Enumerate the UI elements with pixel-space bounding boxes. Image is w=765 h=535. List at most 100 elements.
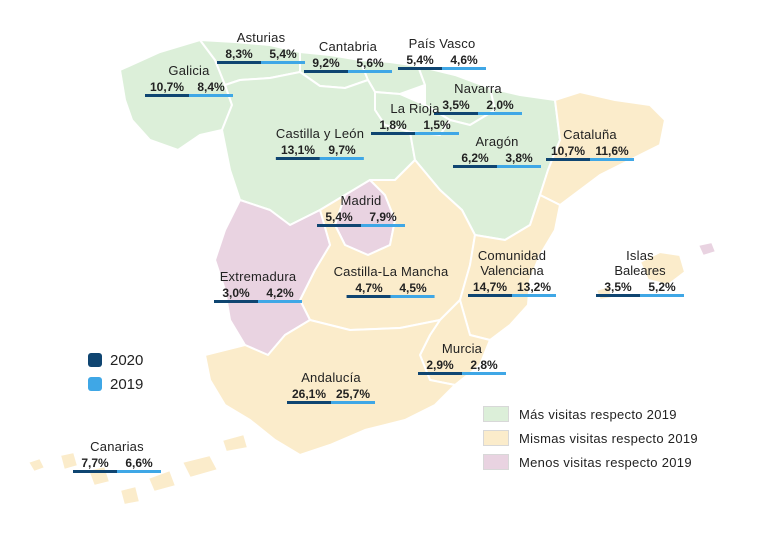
legend-same-swatch (483, 430, 509, 446)
value-2019: 5,2% (640, 280, 684, 297)
region-label-castilla-la-mancha: Castilla-La Mancha 4,7% 4,5% (334, 264, 449, 298)
legend-2019-swatch (88, 377, 102, 391)
region-values: 10,7% 8,4% (145, 80, 233, 97)
region-name: Extremadura (219, 269, 297, 284)
region-values: 1,8% 1,5% (371, 118, 459, 135)
value-2020: 10,7% (546, 144, 590, 161)
value-2019: 2,8% (462, 358, 506, 375)
value-2020: 3,0% (214, 286, 258, 303)
value-2020: 3,5% (434, 98, 478, 115)
value-2020: 9,2% (304, 56, 348, 73)
region-name: Asturias (236, 30, 286, 45)
value-2019: 7,9% (361, 210, 405, 227)
region-values: 2,9% 2,8% (418, 358, 506, 375)
region-name: Navarra (454, 81, 502, 96)
value-2019: 1,5% (415, 118, 459, 135)
region-shape-canarias (27, 433, 249, 506)
value-2020: 8,3% (217, 47, 261, 64)
region-values: 13,1% 9,7% (276, 143, 364, 160)
value-2019: 25,7% (331, 387, 375, 404)
region-values: 3,0% 4,2% (214, 286, 302, 303)
region-values: 8,3% 5,4% (217, 47, 305, 64)
value-2019: 2,0% (478, 98, 522, 115)
region-shape-islas-baleares (639, 251, 686, 286)
legend-2019-label: 2019 (110, 375, 144, 393)
region-name-line2: Baleares (614, 263, 666, 278)
value-2020: 6,2% (453, 151, 497, 168)
value-2020: 1,8% (371, 118, 415, 135)
region-name: Cataluña (563, 127, 617, 142)
legend-more-swatch (483, 406, 509, 422)
legend-more-label: Más visitas respecto 2019 (519, 406, 677, 422)
region-name: Comunidad (477, 248, 547, 263)
value-2020: 4,7% (347, 281, 391, 298)
region-values: 5,4% 4,6% (398, 53, 486, 70)
value-2019: 9,7% (320, 143, 364, 160)
region-name: País Vasco (408, 36, 476, 51)
value-2019: 5,4% (261, 47, 305, 64)
region-label-castilla-leon: Castilla y León 13,1% 9,7% (276, 126, 364, 160)
region-label-madrid: Madrid 5,4% 7,9% (317, 193, 405, 227)
legend-less: Menos visitas respecto 2019 (483, 450, 698, 474)
region-values: 3,5% 5,2% (596, 280, 684, 297)
region-name: Canarias (90, 439, 144, 454)
region-values: 5,4% 7,9% (317, 210, 405, 227)
region-values: 3,5% 2,0% (434, 98, 522, 115)
region-name: La Rioja (390, 101, 440, 116)
region-name: Galicia (168, 63, 210, 78)
region-label-cantabria: Cantabria 9,2% 5,6% (304, 39, 392, 73)
value-2020: 14,7% (468, 280, 512, 297)
region-name-line2: Valenciana (480, 263, 544, 278)
category-legend: Más visitas respecto 2019 Mismas visitas… (483, 402, 698, 474)
region-label-islas-baleares: Islas Baleares 3,5% 5,2% (596, 248, 684, 297)
region-values: 14,7% 13,2% (468, 280, 556, 297)
region-values: 26,1% 25,7% (287, 387, 375, 404)
region-label-murcia: Murcia 2,9% 2,8% (418, 341, 506, 375)
region-label-canarias: Canarias 7,7% 6,6% (73, 439, 161, 473)
value-2019: 8,4% (189, 80, 233, 97)
legend-2019: 2019 (88, 372, 143, 396)
value-2020: 7,7% (73, 456, 117, 473)
region-label-cataluna: Cataluña 10,7% 11,6% (546, 127, 634, 161)
value-2019: 4,5% (391, 281, 435, 298)
value-2019: 5,6% (348, 56, 392, 73)
region-label-pais-vasco: País Vasco 5,4% 4,6% (398, 36, 486, 70)
region-shape-cataluna (539, 91, 666, 206)
value-2019: 3,8% (497, 151, 541, 168)
value-2019: 13,2% (512, 280, 556, 297)
legend-same-label: Mismas visitas respecto 2019 (519, 430, 698, 446)
region-values: 7,7% 6,6% (73, 456, 161, 473)
region-label-aragon: Aragón 6,2% 3,8% (453, 134, 541, 168)
value-2019: 4,6% (442, 53, 486, 70)
legend-more: Más visitas respecto 2019 (483, 402, 698, 426)
value-2020: 5,4% (317, 210, 361, 227)
region-label-andalucia: Andalucía 26,1% 25,7% (287, 370, 375, 404)
region-values: 6,2% 3,8% (453, 151, 541, 168)
region-name: Andalucía (301, 370, 361, 385)
value-2020: 13,1% (276, 143, 320, 160)
legend-2020-swatch (88, 353, 102, 367)
region-label-asturias: Asturias 8,3% 5,4% (217, 30, 305, 64)
value-2020: 3,5% (596, 280, 640, 297)
region-name: Murcia (441, 341, 483, 356)
value-2020: 2,9% (418, 358, 462, 375)
region-name: Castilla y León (275, 126, 365, 141)
region-label-la-rioja: La Rioja 1,8% 1,5% (371, 101, 459, 135)
region-values: 4,7% 4,5% (347, 281, 435, 298)
region-name: Castilla-La Mancha (333, 264, 449, 279)
region-values: 10,7% 11,6% (546, 144, 634, 161)
region-name: Madrid (340, 193, 382, 208)
region-shape-andalucia (204, 319, 456, 456)
legend-2020-label: 2020 (110, 351, 144, 369)
value-2019: 11,6% (590, 144, 634, 161)
region-values: 9,2% 5,6% (304, 56, 392, 73)
region-shape-menorca (697, 241, 717, 257)
value-2019: 4,2% (258, 286, 302, 303)
year-legend: 2020 2019 (88, 348, 143, 396)
legend-2020: 2020 (88, 348, 143, 372)
region-label-navarra: Navarra 3,5% 2,0% (434, 81, 522, 115)
legend-less-swatch (483, 454, 509, 470)
value-2020: 10,7% (145, 80, 189, 97)
region-label-extremadura: Extremadura 3,0% 4,2% (214, 269, 302, 303)
